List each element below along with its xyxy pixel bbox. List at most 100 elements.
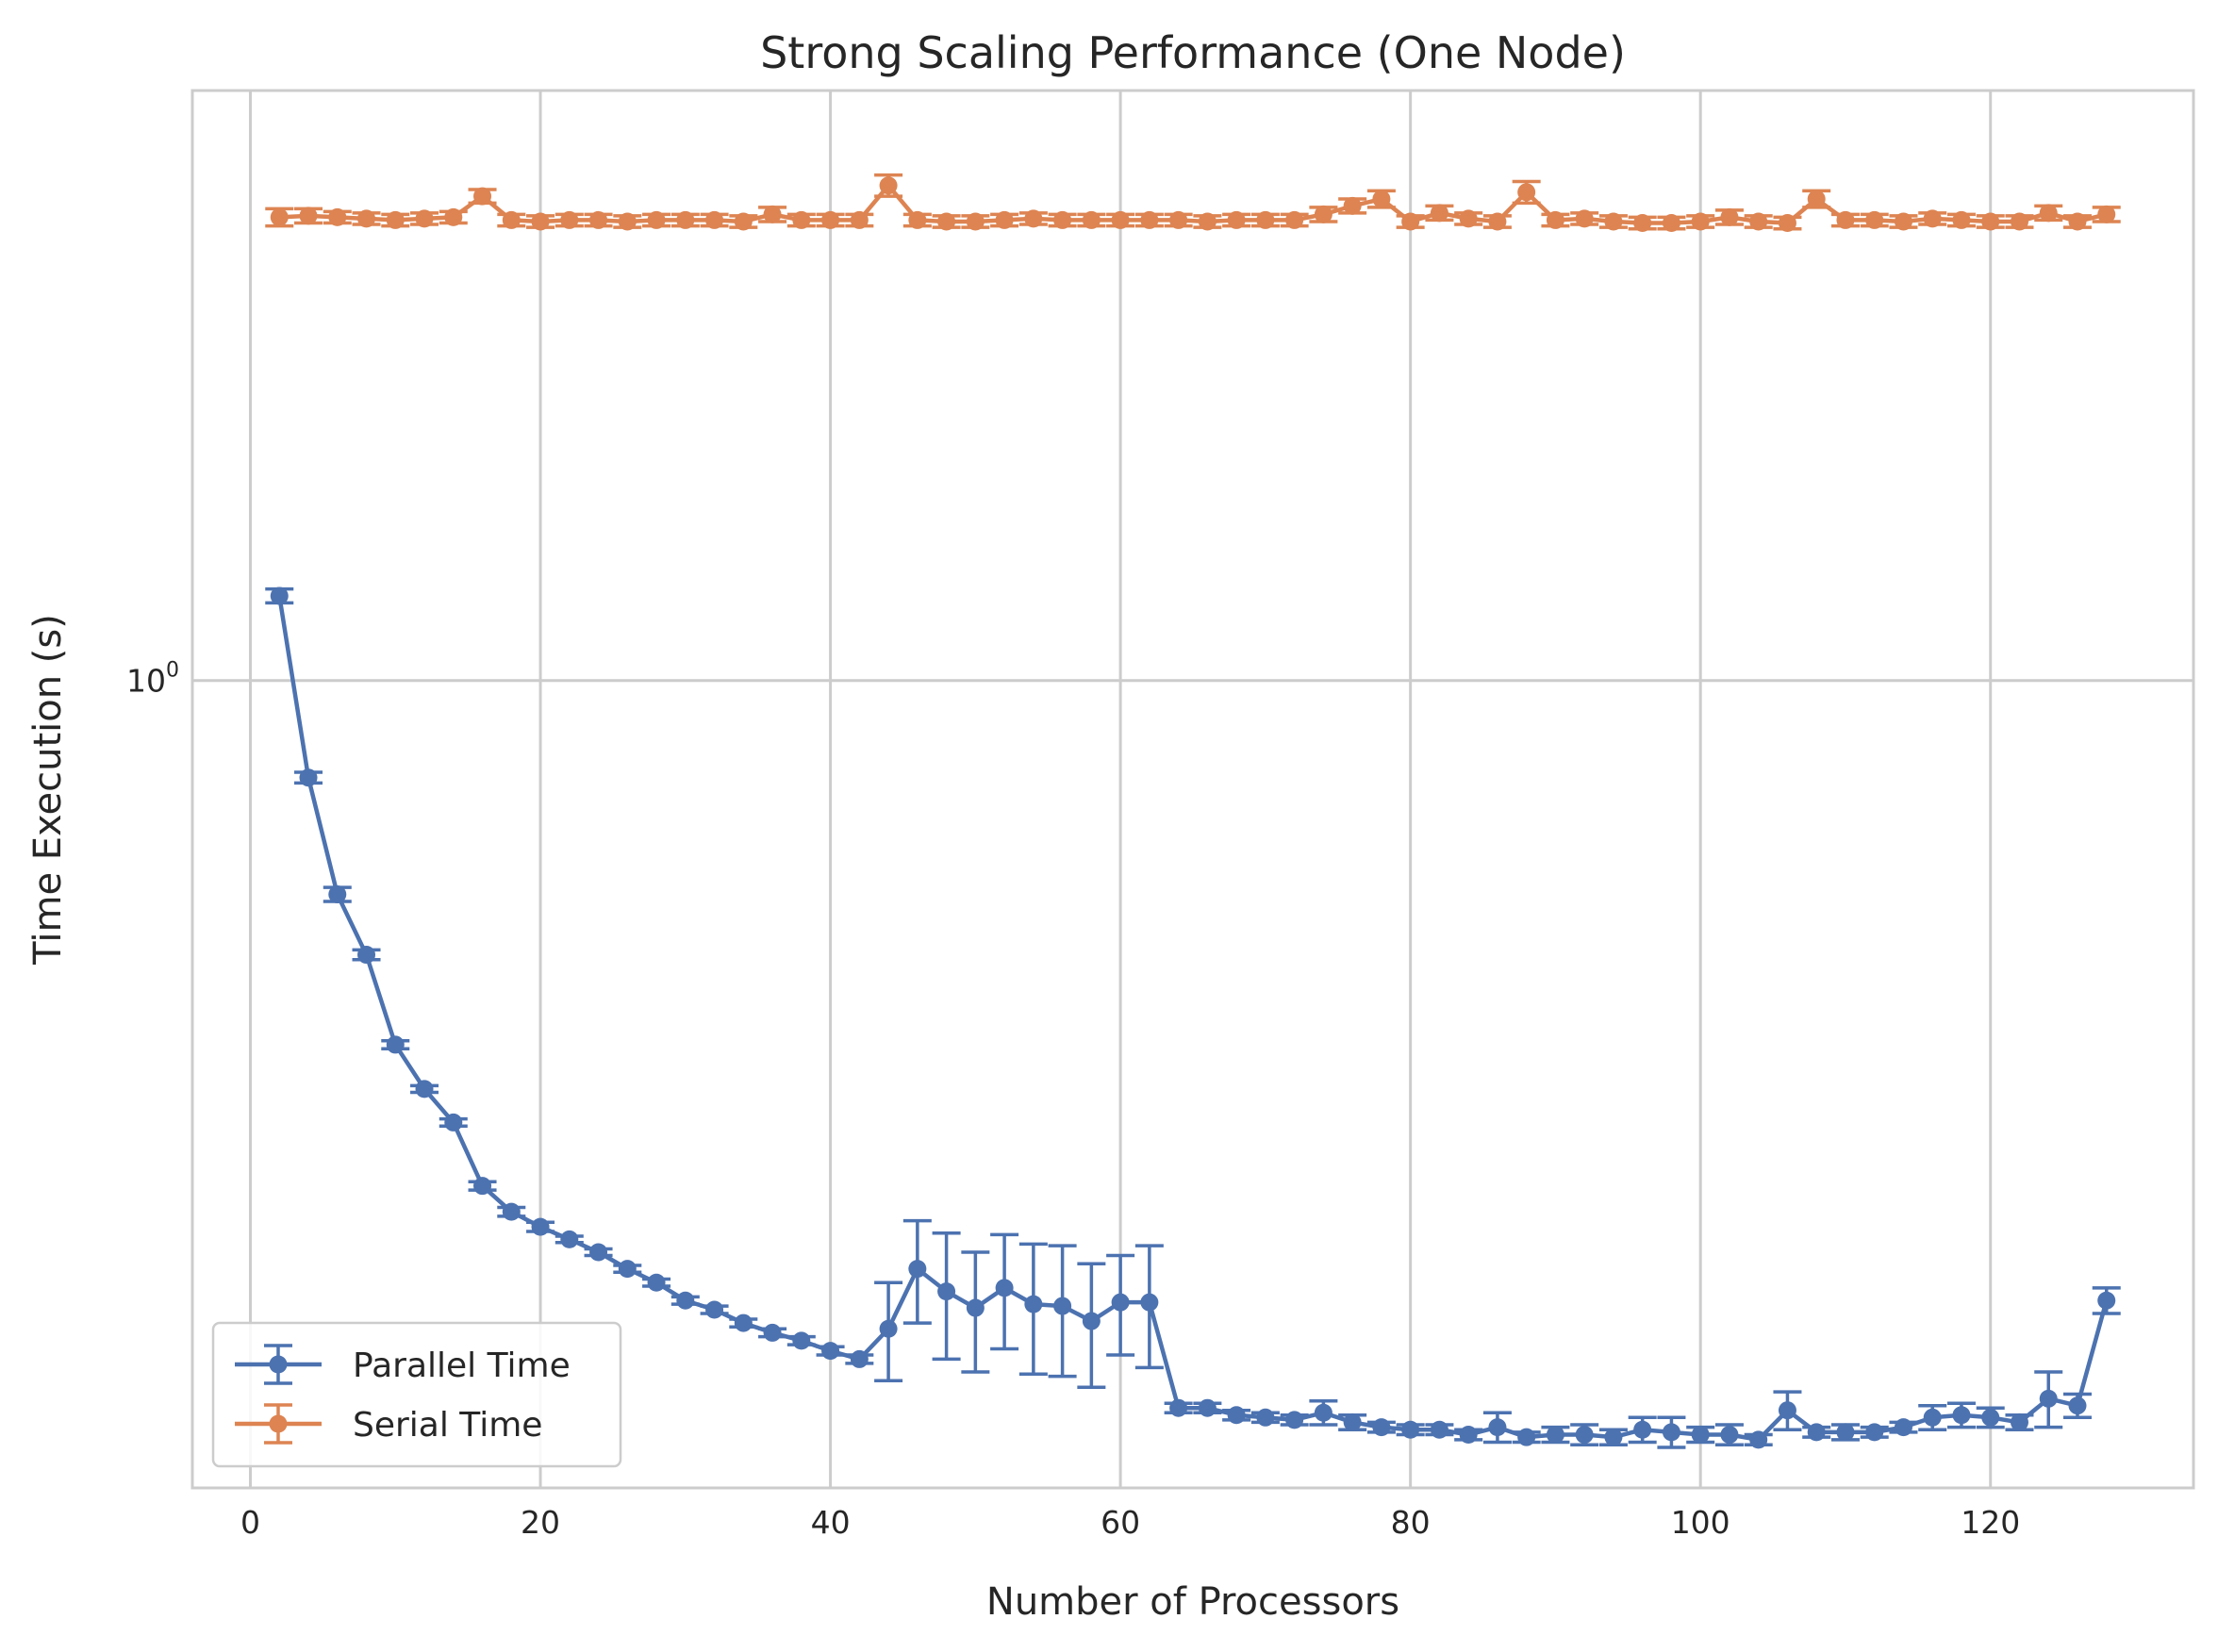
data-point: [2010, 1412, 2028, 1431]
plot-frame: [190, 89, 2195, 1490]
data-point: [618, 212, 637, 231]
data-point: [2097, 205, 2116, 223]
data-point: [589, 210, 608, 229]
data-point: [1024, 209, 1043, 228]
data-point: [1517, 183, 1536, 202]
data-point: [1140, 1293, 1159, 1312]
data-point: [444, 1113, 463, 1132]
x-tick-label: 100: [1671, 1504, 1730, 1541]
data-point: [937, 1282, 956, 1301]
x-axis-label: Number of Processors: [986, 1580, 1399, 1624]
data-point: [1662, 1423, 1680, 1442]
data-point: [1343, 196, 1362, 215]
data-point: [937, 212, 956, 231]
data-point: [270, 586, 289, 605]
y-tick-label: 100: [126, 659, 179, 700]
series-line: [277, 595, 2109, 1443]
data-point: [328, 207, 347, 226]
data-point: [1865, 1423, 1884, 1442]
data-point: [1488, 1418, 1507, 1437]
data-point: [1894, 212, 1912, 231]
data-point: [1053, 210, 1072, 229]
data-point: [850, 1349, 869, 1368]
data-point: [1865, 210, 1884, 229]
data-point: [357, 946, 376, 965]
data-point: [705, 1300, 724, 1319]
data-point: [821, 1342, 840, 1361]
data-point: [2039, 1389, 2058, 1408]
data-point: [1314, 205, 1332, 223]
legend-label: Parallel Time: [353, 1346, 571, 1385]
data-point: [1894, 1418, 1912, 1437]
data-point: [270, 207, 289, 226]
data-point: [328, 885, 347, 904]
legend: Parallel Time Serial Time: [211, 1321, 622, 1468]
chart-title: Strong Scaling Performance (One Node): [760, 27, 1626, 78]
data-point: [1604, 1428, 1623, 1446]
data-point: [1198, 1398, 1217, 1417]
data-point: [1546, 1426, 1564, 1445]
x-tick-label: 120: [1961, 1504, 2020, 1541]
data-point: [821, 210, 840, 229]
data-point: [966, 1298, 985, 1317]
data-point: [1720, 207, 1739, 226]
data-point: [647, 210, 666, 229]
data-point: [792, 1331, 811, 1350]
data-point: [1778, 214, 1796, 233]
data-point: [560, 1230, 579, 1248]
data-point: [589, 1243, 608, 1262]
data-point: [1633, 214, 1652, 233]
data-point: [1111, 210, 1130, 229]
x-tick-label: 20: [521, 1504, 560, 1541]
data-point: [792, 210, 811, 229]
data-point: [1691, 212, 1710, 231]
data-point: [1604, 212, 1623, 231]
data-point: [1720, 1426, 1739, 1445]
series-layer: [265, 173, 2121, 1449]
x-tick-label: 80: [1391, 1504, 1431, 1541]
legend-marker: [269, 1355, 288, 1374]
data-point: [995, 1279, 1014, 1297]
data-point: [676, 210, 695, 229]
data-point: [966, 212, 985, 231]
data-point: [1807, 190, 1826, 208]
data-point: [2010, 212, 2028, 231]
data-point: [1401, 212, 1420, 231]
data-point: [531, 212, 550, 231]
data-point: [1807, 1423, 1826, 1442]
series-serial: [265, 173, 2121, 233]
data-point: [386, 210, 405, 229]
data-point: [1575, 1426, 1594, 1445]
data-point: [444, 207, 463, 226]
data-point: [502, 1202, 521, 1221]
tick-labels: 0 20 40 60 80 100 120 100: [126, 659, 2020, 1541]
data-point: [1285, 1411, 1304, 1429]
data-point: [502, 210, 521, 229]
data-point: [1256, 210, 1275, 229]
data-point: [386, 1035, 405, 1054]
data-point: [1749, 1430, 1768, 1449]
data-point: [1836, 1423, 1855, 1442]
x-tick-label: 60: [1101, 1504, 1140, 1541]
data-point: [1662, 214, 1680, 233]
data-point: [1169, 1398, 1188, 1417]
data-point: [560, 210, 579, 229]
data-point: [763, 1323, 782, 1342]
data-point: [1372, 1418, 1391, 1437]
data-point: [1633, 1420, 1652, 1439]
data-point: [357, 209, 376, 228]
data-point: [1372, 190, 1391, 208]
data-point: [1082, 210, 1101, 229]
data-point: [1517, 1428, 1536, 1446]
data-point: [1691, 1426, 1710, 1445]
data-point: [618, 1260, 637, 1279]
data-point: [1401, 1420, 1420, 1439]
data-point: [2097, 1291, 2116, 1310]
data-point: [1314, 1403, 1332, 1422]
data-point: [1981, 1408, 2000, 1427]
data-point: [1430, 1420, 1448, 1439]
data-point: [734, 212, 753, 231]
data-point: [1053, 1297, 1072, 1315]
data-point: [1169, 210, 1188, 229]
data-point: [995, 210, 1014, 229]
